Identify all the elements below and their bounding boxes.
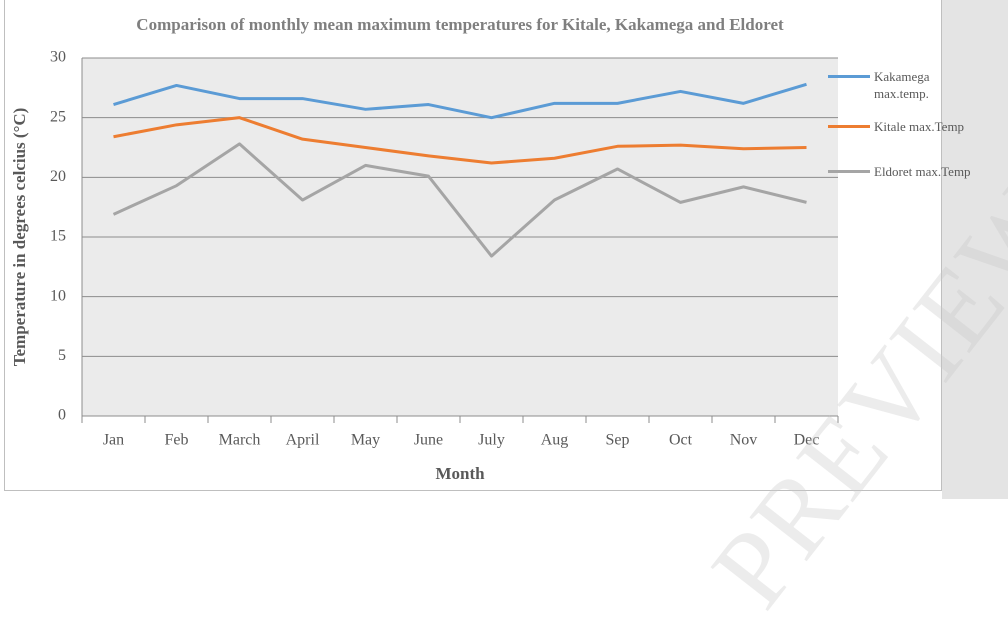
x-tick-label: Feb xyxy=(165,432,189,449)
chart-frame xyxy=(4,0,942,491)
page: 0 5 10 15 20 25 30 Jan Feb March April May June July A… xyxy=(4,0,1008,629)
x-axis-label: Month xyxy=(435,464,485,483)
x-tick-label: Jan xyxy=(103,432,124,449)
y-tick-label: 20 xyxy=(50,168,66,185)
x-tick-label: Sep xyxy=(606,432,630,449)
y-tick-label: 5 xyxy=(58,347,66,364)
legend-label: Eldoret max.Temp xyxy=(874,164,971,179)
legend-label: Kitale max.Temp xyxy=(874,119,965,134)
x-tick-label: Dec xyxy=(794,432,820,449)
y-tick-label: 25 xyxy=(50,108,66,125)
legend-swatch xyxy=(828,170,870,173)
y-tick-label: 30 xyxy=(50,49,66,66)
y-axis-label: Temperature in degrees celcius (°C) xyxy=(10,108,29,367)
legend-swatch xyxy=(828,75,870,78)
x-tick-label: Aug xyxy=(541,432,569,449)
x-tick-label: March xyxy=(219,432,261,449)
chart-title: Comparison of monthly mean maximum tempe… xyxy=(136,15,784,34)
chart: 0 5 10 15 20 25 30 Jan Feb March April May June July A… xyxy=(10,49,839,483)
y-tick-label: 15 xyxy=(50,228,66,245)
y-tick-label: 0 xyxy=(58,407,66,424)
legend-item: Kitale max.Temp xyxy=(828,118,974,135)
side-panel xyxy=(942,0,1008,499)
legend-item: Kakamega max.temp. xyxy=(828,68,974,102)
x-tick-label: April xyxy=(286,432,320,449)
x-tick-label: May xyxy=(351,432,380,449)
line-series xyxy=(113,82,807,120)
legend-label: Kakamega max.temp. xyxy=(874,69,930,101)
line-series xyxy=(112,142,807,258)
x-tick-label: June xyxy=(414,432,443,449)
x-tick-label: Oct xyxy=(669,432,693,449)
x-tick-label: Nov xyxy=(730,432,758,449)
y-tick-label: 10 xyxy=(50,287,66,304)
legend-item: Eldoret max.Temp xyxy=(828,163,974,180)
x-tick-label: July xyxy=(478,432,505,449)
line-series xyxy=(113,116,807,165)
legend-swatch xyxy=(828,125,870,128)
